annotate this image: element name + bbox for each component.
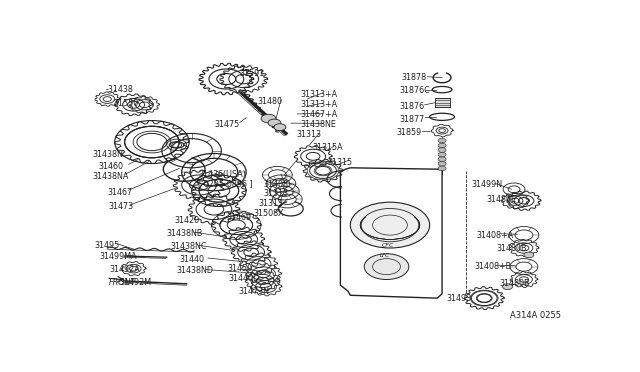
Polygon shape [246, 263, 282, 284]
Polygon shape [303, 159, 343, 182]
Text: 31492A: 31492A [110, 265, 141, 274]
Text: CFC: CFC [381, 243, 394, 248]
Polygon shape [231, 241, 271, 264]
Text: 31469: 31469 [227, 214, 252, 222]
Text: 31467+A: 31467+A [301, 110, 338, 119]
Text: 31420: 31420 [174, 216, 200, 225]
Polygon shape [250, 278, 282, 296]
Text: 31408+A: 31408+A [477, 231, 514, 240]
Circle shape [438, 143, 446, 148]
Polygon shape [245, 271, 280, 291]
Circle shape [524, 252, 534, 258]
Polygon shape [431, 124, 453, 137]
Text: LFC: LFC [380, 253, 390, 258]
Text: 31313: 31313 [297, 130, 322, 140]
Text: 31550: 31550 [114, 99, 139, 108]
Text: 31438N: 31438N [92, 150, 124, 160]
Text: 31408: 31408 [264, 180, 289, 189]
Text: 31438NA: 31438NA [92, 172, 129, 181]
Polygon shape [173, 170, 225, 200]
Text: 31591: 31591 [240, 69, 265, 78]
Polygon shape [240, 253, 277, 275]
Text: 31315A: 31315A [312, 143, 343, 152]
Text: 31480: 31480 [257, 97, 283, 106]
Circle shape [261, 114, 276, 123]
Text: FRONT: FRONT [109, 278, 136, 287]
Text: 31313: 31313 [259, 199, 284, 208]
Circle shape [438, 148, 446, 153]
Polygon shape [95, 92, 120, 106]
Text: 31473: 31473 [109, 202, 134, 211]
Text: 31313+A: 31313+A [301, 90, 338, 99]
Text: 31877: 31877 [399, 115, 424, 124]
Circle shape [274, 124, 286, 131]
Text: 31313+A: 31313+A [301, 100, 338, 109]
Circle shape [438, 161, 446, 166]
Circle shape [350, 202, 429, 248]
Text: 31460: 31460 [99, 162, 124, 171]
Text: A314A 0255: A314A 0255 [510, 311, 561, 320]
Text: 31315: 31315 [327, 158, 352, 167]
Text: 31440D: 31440D [229, 275, 260, 283]
Text: [ 0295-0896 ]: [ 0295-0896 ] [198, 179, 253, 188]
Polygon shape [510, 272, 538, 288]
Text: 31493: 31493 [446, 294, 471, 303]
Circle shape [502, 284, 513, 289]
Text: 31408+B: 31408+B [474, 262, 511, 271]
Polygon shape [509, 240, 539, 257]
Text: 31876: 31876 [399, 102, 424, 111]
Polygon shape [199, 63, 253, 95]
Text: 31438ND: 31438ND [177, 266, 214, 275]
Text: 31480B: 31480B [497, 244, 527, 253]
Circle shape [364, 254, 409, 279]
Circle shape [438, 138, 446, 143]
Text: 31480B: 31480B [499, 279, 530, 288]
Text: 31440: 31440 [179, 255, 204, 264]
Text: 31492M: 31492M [120, 279, 152, 288]
Polygon shape [121, 262, 146, 276]
Text: 31480E: 31480E [486, 195, 516, 204]
Text: 31313: 31313 [264, 189, 289, 198]
Text: 31438NC: 31438NC [171, 242, 207, 251]
Polygon shape [115, 94, 152, 116]
Polygon shape [188, 195, 240, 224]
Polygon shape [129, 96, 159, 113]
Bar [435, 98, 449, 107]
Polygon shape [191, 175, 246, 206]
Text: 31467: 31467 [108, 187, 132, 197]
Text: -31438: -31438 [106, 84, 134, 93]
Circle shape [438, 153, 446, 157]
Text: 31438NE: 31438NE [301, 121, 337, 129]
Circle shape [438, 157, 446, 161]
Circle shape [268, 119, 281, 126]
Text: 31495: 31495 [95, 241, 120, 250]
Polygon shape [220, 65, 268, 93]
Text: 31876C: 31876C [399, 86, 429, 95]
Polygon shape [465, 287, 504, 310]
Text: 31878: 31878 [401, 73, 426, 82]
Polygon shape [211, 211, 261, 240]
Polygon shape [223, 227, 264, 251]
Text: 31508X: 31508X [253, 209, 284, 218]
Text: 31438NB: 31438NB [167, 229, 203, 238]
Circle shape [438, 166, 446, 171]
Polygon shape [501, 193, 529, 209]
Text: 31475: 31475 [215, 121, 240, 129]
Polygon shape [507, 191, 541, 211]
Text: 31436(USA): 31436(USA) [198, 170, 246, 179]
Text: 31859: 31859 [396, 128, 422, 137]
Polygon shape [115, 121, 189, 164]
Text: 31473N: 31473N [239, 287, 269, 296]
Text: 31450: 31450 [228, 264, 253, 273]
Polygon shape [294, 145, 332, 167]
Text: 31499MA: 31499MA [100, 252, 138, 261]
Text: 31499N: 31499N [472, 180, 503, 189]
